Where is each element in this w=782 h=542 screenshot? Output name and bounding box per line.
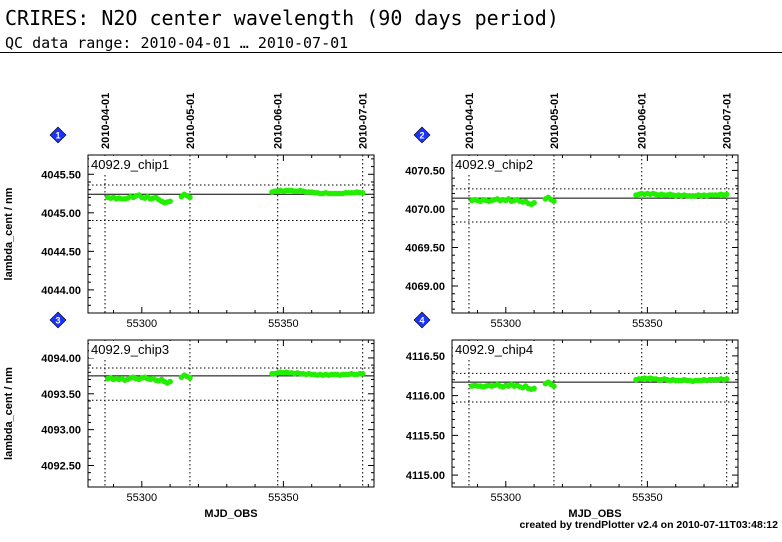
x-tick-label: 55300: [127, 318, 158, 330]
y-tick-label: 4045.00: [41, 208, 81, 220]
y-tick-label: 4045.50: [41, 169, 81, 181]
y-tick-label: 4115.00: [406, 470, 445, 482]
y-tick-label: 4070.50: [405, 165, 445, 177]
x-tick-label: 55350: [268, 318, 299, 330]
x-axis-label: MJD_OBS: [568, 508, 621, 520]
data-point: [359, 370, 366, 377]
date-tick-label: 2010-05-01: [185, 93, 197, 149]
date-tick-label: 2010-05-01: [549, 93, 561, 149]
panel-label-bg: [453, 341, 539, 358]
data-point: [723, 191, 730, 198]
panel-label-bg: [89, 156, 175, 173]
chart-panel-4: 55300 55350 4115.00 4115.50 4116.00 4116.50 40…: [406, 311, 739, 520]
y-tick-label: 4116.50: [406, 351, 445, 363]
panel-badge-number: 3: [55, 316, 60, 326]
panel-badge-icon: [413, 126, 431, 144]
x-axis-label: MJD_OBS: [204, 508, 257, 520]
panel-label-bg: [89, 341, 175, 358]
title-divider: [0, 52, 782, 53]
x-tick-label: 55300: [127, 492, 158, 504]
data-point: [167, 378, 173, 385]
date-tick-label: 2010-04-01: [100, 93, 112, 149]
plot-frame: [87, 339, 375, 488]
x-tick-label: 55300: [491, 492, 522, 504]
footer-credit: created by trendPlotter v2.4 on 2010-07-…: [519, 519, 778, 531]
panel-label: 4092.9_chip4: [455, 342, 533, 357]
data-point: [551, 383, 557, 389]
data-point: [723, 376, 730, 382]
y-tick-label: 4070.00: [405, 204, 445, 216]
y-tick-label: 4115.50: [406, 430, 445, 442]
y-tick-label: 4094.00: [41, 353, 81, 365]
x-tick-label: 55350: [632, 492, 663, 504]
y-tick-label: 4092.50: [41, 460, 81, 472]
data-point: [531, 199, 537, 206]
panel-badge-number: 4: [419, 316, 424, 326]
panel-badge-icon: [413, 311, 431, 329]
date-tick-label: 2010-06-01: [637, 93, 649, 149]
chart-panel-2: 55300 55350 4069.00 4069.50 4070.00 4070.50 20…: [405, 93, 739, 330]
x-tick-label: 55300: [491, 318, 522, 330]
page-subtitle: QC data range: 2010-04-01 … 2010-07-01: [5, 34, 349, 52]
x-tick-label: 55350: [268, 492, 299, 504]
date-tick-label: 2010-06-01: [273, 93, 285, 149]
date-tick-label: 2010-07-01: [722, 93, 734, 149]
data-point: [167, 198, 173, 205]
date-tick-label: 2010-07-01: [358, 93, 370, 149]
plot-frame: [451, 339, 739, 488]
y-tick-label: 4116.00: [406, 391, 445, 403]
y-tick-label: 4044.00: [41, 285, 81, 297]
plot-frame: [87, 154, 375, 314]
panel-label: 4092.9_chip3: [91, 342, 169, 357]
y-tick-label: 4093.50: [41, 389, 81, 401]
panel-label-bg: [453, 156, 539, 173]
chart-panel-1: 55300 55350 4044.00 4044.50 4045.00 4045.50 20…: [3, 93, 375, 330]
y-tick-label: 4093.00: [41, 425, 81, 437]
y-axis-label: lambda_cent / nm: [3, 187, 15, 280]
panel-label: 4092.9_chip1: [91, 157, 169, 172]
chart-panel-3: 55300 55350 4092.50 4093.00 4093.50 4094.00 40…: [3, 311, 375, 520]
data-point: [551, 198, 557, 205]
data-point: [187, 194, 193, 201]
y-tick-label: 4044.50: [41, 246, 81, 258]
page-title: CRIRES: N2O center wavelength (90 days p…: [5, 6, 559, 30]
y-tick-label: 4069.00: [405, 281, 445, 293]
panel-label: 4092.9_chip2: [455, 157, 533, 172]
y-tick-label: 4069.50: [405, 242, 445, 254]
panel-badge-number: 2: [419, 131, 424, 141]
panel-badge-icon: [49, 311, 67, 329]
panel-badge-number: 1: [55, 131, 60, 141]
data-point: [531, 385, 537, 392]
data-point: [359, 189, 366, 196]
panel-badge-icon: [49, 126, 67, 144]
y-axis-label: lambda_cent / nm: [3, 367, 15, 460]
x-tick-label: 55350: [632, 318, 663, 330]
data-point: [187, 375, 193, 381]
date-tick-label: 2010-04-01: [464, 93, 476, 149]
plot-frame: [451, 154, 739, 314]
